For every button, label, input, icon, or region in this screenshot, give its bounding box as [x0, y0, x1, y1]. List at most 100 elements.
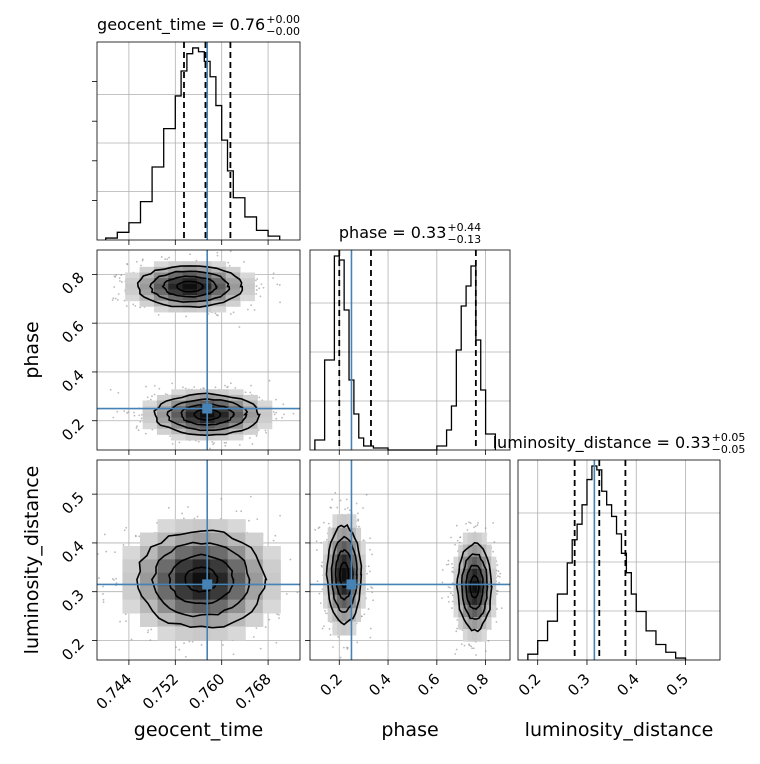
sample-point	[268, 379, 271, 382]
sample-point	[308, 570, 310, 572]
x-axis-label-phase: phase	[381, 719, 438, 741]
x-tick-label: 0.752	[139, 670, 182, 713]
density-cell	[476, 592, 483, 606]
density-cell	[491, 556, 497, 570]
sample-point	[181, 512, 183, 515]
sample-point	[277, 613, 280, 616]
sample-point	[447, 586, 450, 588]
density-cell	[346, 608, 352, 623]
sample-point	[164, 258, 167, 261]
density-cell	[227, 559, 246, 574]
sample-point	[348, 509, 351, 512]
sample-point	[495, 621, 498, 623]
density-cells	[122, 519, 281, 641]
sample-point	[346, 506, 349, 509]
y-axis-label-phase: phase	[21, 321, 43, 378]
sample-point	[292, 412, 295, 415]
density-cell	[467, 556, 473, 570]
density-cell	[168, 306, 184, 313]
density-cell	[355, 554, 362, 569]
sample-point	[459, 536, 461, 539]
sample-point	[282, 403, 285, 406]
sample-point	[125, 620, 127, 623]
density-cell	[360, 594, 366, 609]
sample-point	[109, 388, 112, 391]
histogram-geocent_time	[105, 47, 281, 240]
sample-point	[243, 260, 245, 263]
density-cell	[472, 580, 478, 594]
density-cell	[476, 629, 483, 642]
sample-point	[253, 309, 256, 311]
sample-point	[250, 304, 253, 307]
density-cell	[355, 527, 362, 542]
axes-frame	[517, 459, 721, 661]
sample-point	[111, 299, 114, 301]
sample-point	[114, 297, 117, 300]
density-cell	[196, 278, 212, 285]
density-cell	[156, 428, 172, 435]
sample-point	[116, 299, 119, 301]
density-cell	[225, 289, 241, 296]
contour-line	[166, 398, 249, 432]
sample-point	[171, 382, 174, 385]
sample-point	[461, 629, 464, 632]
sample-point	[150, 628, 153, 631]
y-tick-label: 0.6	[58, 317, 88, 347]
density-cell	[262, 545, 281, 560]
contour-line	[456, 541, 493, 633]
density-cell	[225, 266, 241, 273]
density-cell	[458, 568, 464, 582]
sample-point	[449, 592, 452, 595]
sample-point	[244, 391, 247, 394]
sample-point	[278, 617, 280, 620]
sample-point	[367, 565, 370, 568]
sample-point	[238, 444, 241, 446]
density-cell	[467, 629, 473, 642]
density-cell	[337, 527, 343, 542]
panel-title-phase: phase = 0.33 +0.44−0.13	[339, 221, 481, 246]
sample-point	[118, 277, 121, 280]
sample-point	[369, 627, 372, 630]
density-cell	[467, 544, 473, 558]
density-cell	[476, 544, 483, 558]
density-cell	[360, 541, 366, 556]
density-cell	[182, 295, 198, 302]
y-tick-label: 0.4	[58, 366, 88, 396]
density-cell	[185, 417, 201, 424]
sample-point	[456, 619, 459, 621]
sample-point	[158, 387, 161, 390]
truth-marker	[202, 403, 213, 414]
density-cell	[341, 581, 347, 596]
density-cell	[139, 266, 155, 273]
sample-point	[124, 613, 127, 616]
density-cell	[182, 283, 198, 290]
sample-point	[256, 518, 259, 521]
density-cell	[142, 411, 158, 418]
sample-point	[367, 608, 370, 610]
density-cell	[337, 581, 343, 596]
sample-point	[455, 630, 458, 633]
sample-point	[318, 592, 321, 595]
density-cell	[171, 434, 187, 441]
density-cell	[125, 278, 141, 285]
sample-point	[146, 631, 149, 634]
density-cell	[211, 266, 227, 273]
density-cell	[472, 592, 478, 606]
density-cell	[157, 532, 176, 547]
sample-point	[102, 585, 105, 588]
x-tick-label: 0.4	[613, 670, 643, 700]
density-cell	[245, 599, 264, 614]
density-cell	[214, 389, 230, 396]
sample-point	[160, 256, 163, 258]
sample-point	[209, 447, 211, 450]
density-cell	[182, 266, 198, 273]
sample-point	[321, 627, 324, 630]
sample-point	[463, 644, 466, 647]
density-cell	[196, 272, 212, 279]
density-cell	[337, 514, 343, 529]
x-tick-label: 0.2	[515, 670, 545, 700]
hist-panel-geocent_time: geocent_time = 0.76 +0.00−0.00	[92, 13, 301, 245]
sample-point	[484, 527, 487, 530]
density-cell	[225, 278, 241, 285]
sample-point	[454, 543, 456, 546]
